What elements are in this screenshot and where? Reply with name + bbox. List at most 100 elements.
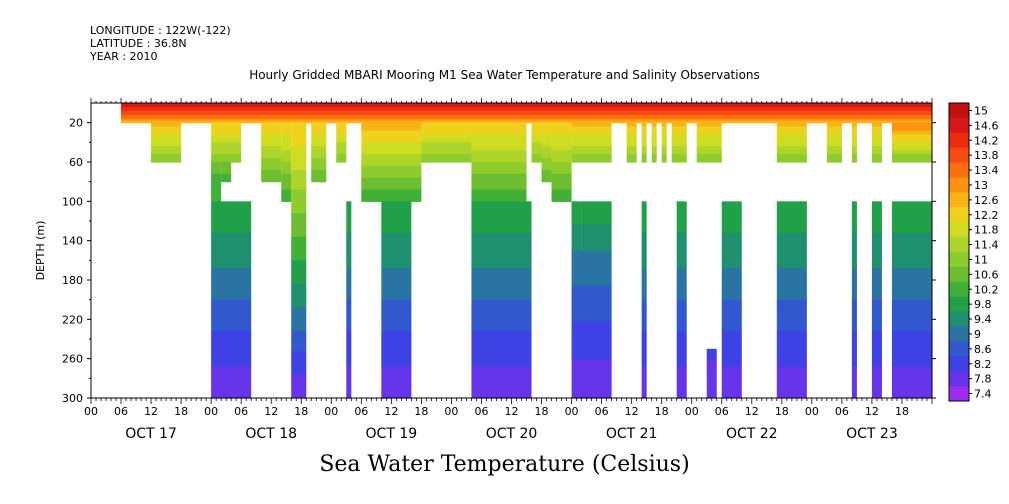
temperature-cell: [336, 134, 347, 139]
temperature-cell: [541, 154, 552, 159]
temperature-cell: [571, 394, 612, 399]
temperature-cell: [541, 162, 552, 167]
temperature-cell: [571, 220, 582, 225]
temperature-cell: [291, 390, 307, 395]
temperature-cell: [346, 295, 352, 301]
temperature-cell: [891, 268, 932, 273]
temperature-cell: [571, 356, 612, 361]
temperature-cell: [776, 394, 807, 399]
temperature-cell: [871, 228, 882, 234]
temperature-cell: [211, 346, 252, 352]
temperature-cell: [336, 150, 347, 155]
temperature-cell: [381, 240, 412, 246]
temperature-cell: [311, 142, 327, 147]
temperature-cell: [676, 331, 687, 336]
colorbar-tick-label: 11.8: [974, 224, 999, 237]
temperature-cell: [676, 280, 687, 285]
temperature-cell: [706, 394, 717, 399]
temperature-cell: [291, 130, 307, 136]
temperature-cell: [471, 197, 527, 202]
temperature-cell: [776, 146, 807, 151]
temperature-cell: [641, 209, 647, 214]
temperature-cell: [381, 386, 412, 391]
temperature-cell: [346, 260, 352, 265]
x-tick-label: 00: [565, 405, 579, 418]
temperature-cell: [676, 362, 687, 368]
temperature-cell: [851, 146, 857, 151]
temperature-cell: [641, 256, 647, 261]
temperature-cell: [381, 346, 412, 352]
temperature-cell: [671, 146, 687, 151]
temperature-cell: [721, 228, 742, 234]
temperature-cell: [676, 260, 687, 265]
temperature-cell: [346, 366, 352, 372]
temperature-cell: [641, 158, 647, 163]
temperature-cell: [891, 209, 932, 214]
temperature-cell: [361, 122, 422, 128]
temperature-cell: [826, 154, 842, 159]
temperature-cell: [776, 374, 807, 379]
temperature-cell: [261, 165, 282, 171]
colorbar-swatch: [949, 132, 969, 149]
temperature-cell: [871, 374, 882, 379]
temperature-cell: [676, 217, 687, 222]
data-column: [571, 348, 612, 399]
temperature-cell: [676, 256, 687, 261]
temperature-cell: [641, 291, 647, 297]
temperature-cell: [311, 173, 327, 179]
temperature-cell: [571, 235, 582, 240]
temperature-cell: [721, 303, 742, 309]
temperature-cell: [676, 390, 687, 395]
temperature-cell: [281, 197, 292, 202]
temperature-cell: [291, 224, 307, 230]
temperature-cell: [676, 228, 687, 234]
temperature-cell: [346, 323, 352, 328]
temperature-cell: [346, 311, 352, 316]
temperature-cell: [641, 335, 647, 340]
temperature-cell: [361, 197, 422, 202]
temperature-cell: [471, 260, 532, 265]
temperature-cell: [626, 138, 637, 143]
temperature-cell: [471, 122, 527, 128]
x-day-label: OCT 23: [846, 426, 898, 442]
temperature-cell: [471, 240, 532, 246]
temperature-cell: [151, 154, 182, 159]
temperature-cell: [346, 283, 352, 289]
x-day-label: OCT 22: [726, 426, 778, 442]
temperature-cell: [641, 378, 647, 383]
x-tick-label: 06: [354, 405, 368, 418]
temperature-cell: [211, 185, 222, 191]
colorbar-swatch: [949, 281, 969, 298]
temperature-cell: [121, 120, 933, 124]
temperature-cell: [581, 227, 612, 233]
temperature-cell: [571, 216, 582, 221]
temperature-cell: [721, 236, 742, 242]
temperature-cell: [641, 134, 647, 139]
temperature-cell: [381, 228, 412, 234]
temperature-cell: [661, 154, 667, 159]
data-column: [826, 122, 842, 163]
temperature-cell: [871, 331, 882, 336]
temperature-cell: [551, 169, 572, 175]
temperature-cell: [211, 342, 252, 348]
temperature-cell: [346, 244, 352, 250]
temperature-cell: [551, 165, 572, 171]
temperature-cell: [871, 335, 882, 340]
temperature-cell: [851, 256, 857, 261]
temperature-cell: [826, 138, 842, 143]
temperature-cell: [776, 287, 807, 293]
y-tick-label: 220: [62, 313, 83, 326]
temperature-cell: [826, 142, 842, 147]
temperature-cell: [891, 134, 932, 139]
temperature-cell: [211, 240, 252, 246]
colorbar-tick-label: 10.6: [974, 268, 999, 281]
temperature-cell: [291, 346, 307, 352]
temperature-cell: [211, 283, 252, 289]
temperature-cell: [121, 110, 933, 116]
temperature-cell: [261, 122, 282, 128]
temperature-cell: [381, 248, 412, 254]
temperature-cell: [471, 268, 532, 273]
temperature-cell: [891, 283, 932, 289]
temperature-cell: [421, 142, 472, 147]
temperature-cell: [651, 158, 657, 163]
